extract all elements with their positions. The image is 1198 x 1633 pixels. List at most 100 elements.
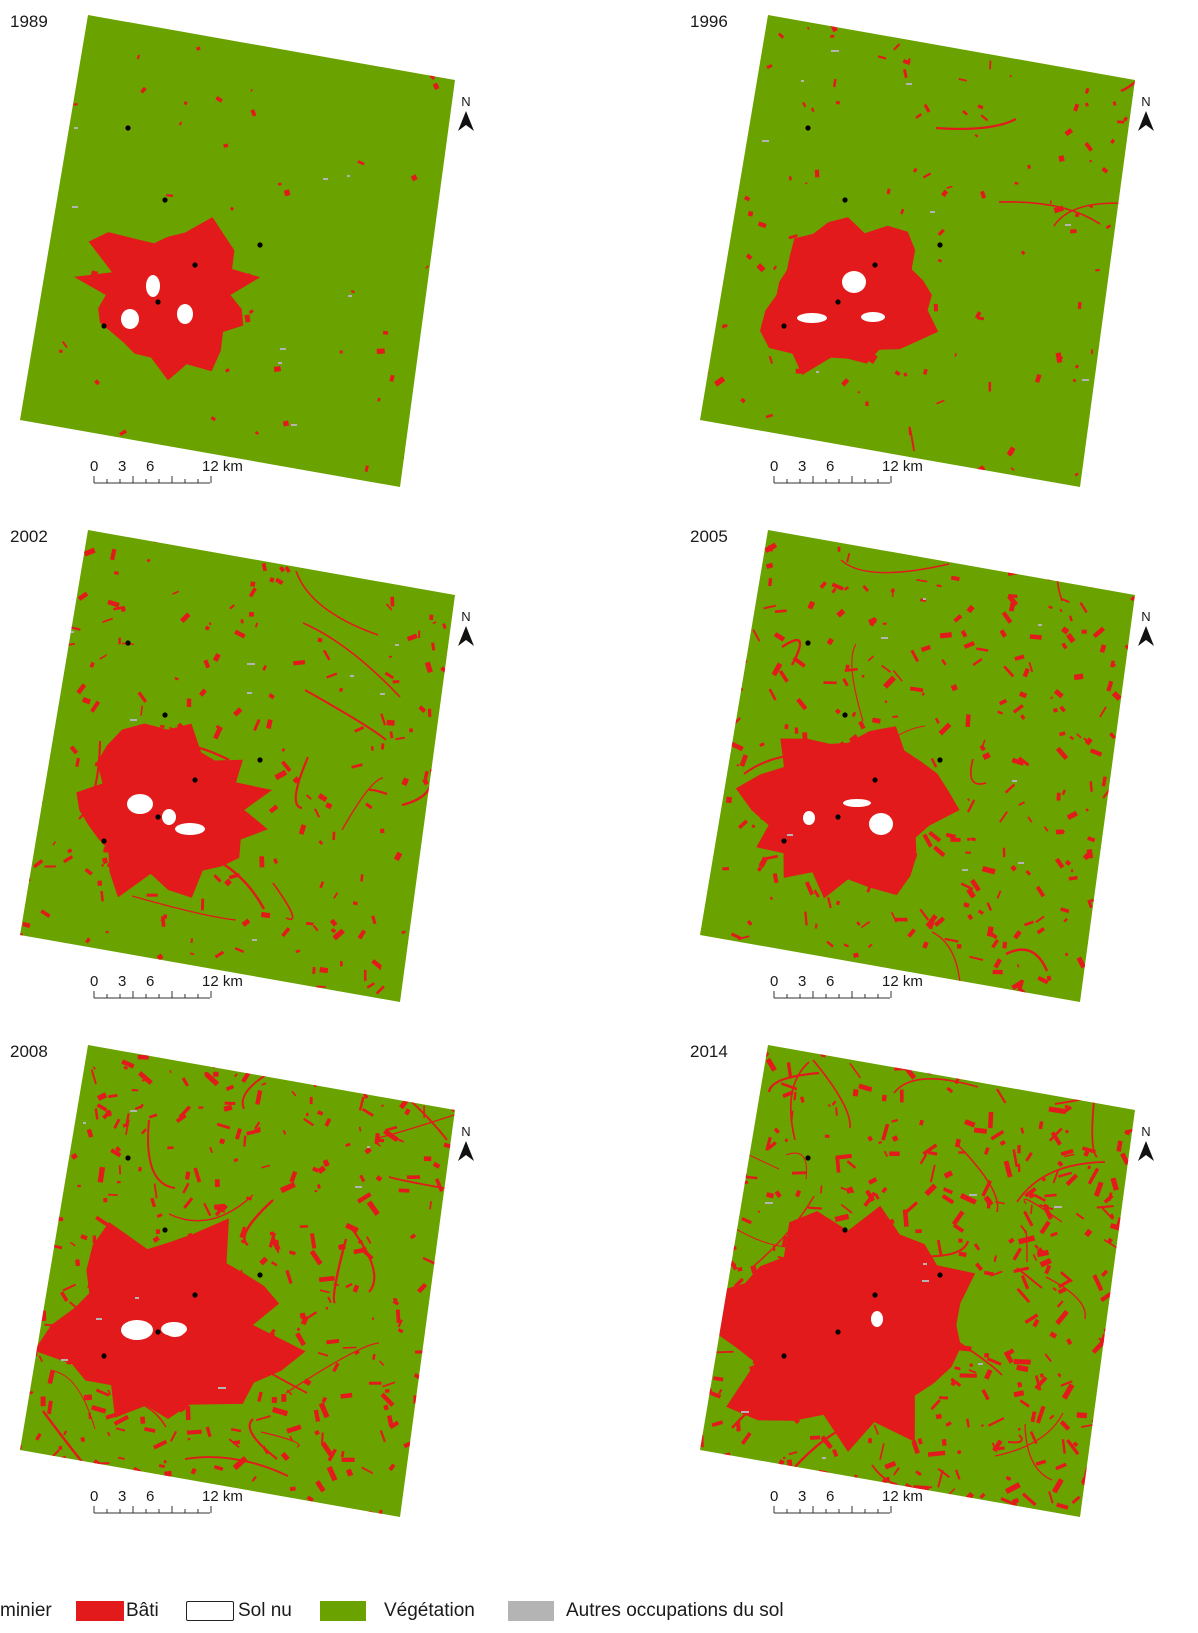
built-patch xyxy=(834,1213,850,1223)
built-patch xyxy=(910,649,920,663)
built-patch xyxy=(118,637,121,645)
built-patch xyxy=(346,1072,357,1087)
built-patch xyxy=(705,457,711,462)
built-patch xyxy=(964,1119,976,1128)
built-patch xyxy=(987,1111,994,1129)
built-patch xyxy=(766,1192,775,1199)
built-patch xyxy=(986,902,993,912)
built-patch xyxy=(942,1187,954,1195)
built-patch xyxy=(23,607,29,613)
built-patch xyxy=(1123,116,1128,122)
built-patch xyxy=(729,1260,738,1271)
built-patch xyxy=(318,1275,335,1283)
built-patch xyxy=(1016,1364,1029,1373)
built-patch xyxy=(253,718,261,732)
land-cover-map xyxy=(20,1045,455,1517)
built-patch xyxy=(804,181,808,185)
built-patch xyxy=(1118,259,1123,264)
mining-point xyxy=(805,125,811,131)
built-patch xyxy=(744,612,749,616)
built-patch xyxy=(835,1155,841,1173)
built-patch xyxy=(975,1262,983,1272)
built-patch xyxy=(950,1381,956,1387)
bare-soil-patch xyxy=(871,1311,883,1327)
bare-soil-patch xyxy=(121,309,139,329)
built-patch xyxy=(375,985,385,995)
built-patch xyxy=(1081,1146,1096,1154)
built-patch xyxy=(1079,601,1088,614)
built-patch xyxy=(44,676,51,687)
urban-area xyxy=(76,723,273,898)
built-patch xyxy=(984,1369,993,1380)
built-patch xyxy=(322,649,331,661)
built-patch xyxy=(820,1435,833,1450)
built-patch xyxy=(786,1062,793,1079)
built-patch xyxy=(432,82,440,91)
built-patch xyxy=(83,547,96,557)
other-landcover-patch xyxy=(1018,862,1024,864)
built-patch xyxy=(891,1118,898,1123)
built-patch xyxy=(1050,200,1052,205)
built-patch xyxy=(312,924,319,932)
scale-bar-line xyxy=(93,476,212,484)
built-patch xyxy=(722,1274,727,1279)
map-panel-2014: 2014 N 0 3 6 12 km xyxy=(680,1030,1198,1540)
built-patch xyxy=(986,1357,1002,1366)
built-patch xyxy=(239,1226,247,1238)
scale-bar: 0 3 6 12 km xyxy=(760,970,960,1010)
built-patch xyxy=(200,898,205,911)
built-patch xyxy=(392,1299,400,1306)
built-patch xyxy=(943,1170,954,1179)
built-patch xyxy=(911,1440,920,1455)
built-patch xyxy=(858,720,866,730)
built-patch xyxy=(90,1069,97,1085)
built-patch xyxy=(832,1448,839,1458)
built-patch xyxy=(1088,424,1098,428)
built-patch xyxy=(767,1141,777,1150)
north-arrow-icon xyxy=(458,1141,474,1161)
built-patch xyxy=(993,1255,997,1262)
built-patch xyxy=(830,34,835,38)
built-patch xyxy=(917,1438,923,1445)
built-patch xyxy=(379,1429,386,1443)
built-patch xyxy=(340,1392,353,1399)
built-patch xyxy=(982,739,986,746)
built-patch xyxy=(737,819,749,830)
built-patch xyxy=(131,1088,139,1092)
built-patch xyxy=(1074,472,1079,477)
built-patch xyxy=(62,1283,77,1292)
built-patch xyxy=(727,633,733,643)
built-patch xyxy=(745,253,753,261)
built-patch xyxy=(156,1213,163,1218)
road-line xyxy=(1045,1276,1087,1320)
built-patch xyxy=(893,43,901,51)
north-label: N xyxy=(461,609,471,624)
built-patch xyxy=(752,629,761,642)
built-patch xyxy=(293,660,306,666)
built-patch xyxy=(857,537,864,543)
built-patch xyxy=(809,1435,821,1440)
built-patch xyxy=(345,1282,353,1289)
built-patch xyxy=(174,677,179,681)
built-patch xyxy=(338,998,345,1002)
built-patch xyxy=(1014,654,1025,661)
north-arrow: N xyxy=(1136,95,1156,135)
built-patch xyxy=(261,1164,271,1169)
built-patch xyxy=(432,1161,441,1169)
built-patch xyxy=(1035,1405,1046,1424)
built-patch xyxy=(289,1486,296,1492)
built-patch xyxy=(225,1084,235,1091)
built-patch xyxy=(720,1482,728,1495)
other-landcover-patch xyxy=(83,1122,86,1124)
built-patch xyxy=(234,629,246,639)
built-patch xyxy=(163,1459,167,1464)
built-patch xyxy=(397,1094,414,1101)
built-patch xyxy=(1004,559,1012,567)
built-patch xyxy=(867,1437,873,1444)
built-patch xyxy=(178,121,183,126)
built-patch xyxy=(714,1246,718,1258)
road-line xyxy=(1121,15,1135,40)
built-patch xyxy=(435,832,443,838)
built-patch xyxy=(451,1384,455,1394)
built-patch xyxy=(33,1222,41,1226)
